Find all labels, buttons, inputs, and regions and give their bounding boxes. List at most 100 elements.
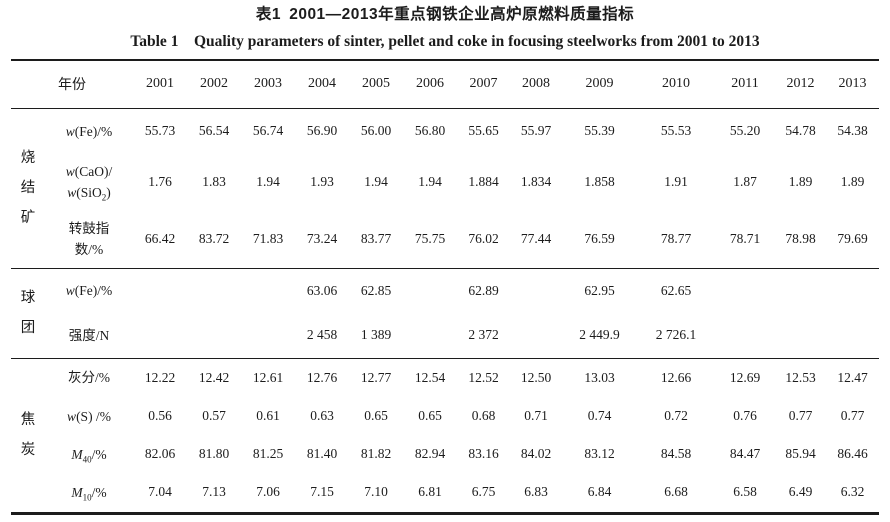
value-cell: 7.10 [364,484,388,500]
value-cell [775,268,826,313]
group-3: 焦炭 灰分/% 12.22 12.42 12.61 12.76 12.77 12.54 12.5… [11,358,879,513]
row-label-segment: M [71,484,83,500]
value-cell [826,268,879,313]
material-group-label: 焦炭 [11,358,45,513]
value-cell: 1.89 [788,174,813,189]
value-cell: 6.75 [471,484,496,500]
group-label-char: 矿 [20,210,36,226]
value-cell: 81.80 [198,446,230,461]
value-cell [510,268,562,313]
group-label-char: 焦 [20,412,36,428]
value-cell: 12.53 [785,369,816,385]
group-label-char: 球 [20,290,36,306]
material-group-label: 球团 [11,268,45,358]
row-label-segment: 10 [82,492,92,503]
row-label: w(Fe)/% [45,268,133,313]
value-cell: 84.58 [660,446,692,461]
value-cell: 1.94 [364,174,388,189]
row-label-segment: M [71,446,83,462]
value-cell: 56.80 [414,123,446,139]
value-cell: 0.68 [471,408,496,423]
value-cell: 85.94 [785,446,816,461]
row-label-segment: w [67,408,77,424]
value-cell: 0.77 [788,408,813,423]
value-cell: 12.52 [468,369,499,385]
group-label-char: 团 [20,320,36,336]
value-cell: 56.00 [360,123,392,139]
year-column-header: 年份 [58,78,86,94]
value-cell: 1.858 [584,174,615,189]
row-label-segment: (Fe)/% [74,123,113,139]
value-cell: 12.66 [660,369,692,385]
table-caption-english: Table 1 Quality parameters of sinter, pe… [130,33,760,50]
row-label: 转鼓指 数/% [45,210,133,268]
value-cell: 55.65 [468,123,499,139]
value-cell [187,268,241,313]
year-header-2003: 2003 [254,76,282,92]
value-cell: 2 458 [306,327,338,343]
row-label-segment: 转鼓指 [68,220,110,236]
value-cell: 0.57 [202,408,226,423]
value-cell: 1.76 [148,174,172,189]
value-cell: 56.90 [306,123,338,139]
value-cell: 12.76 [306,369,338,385]
value-cell: 0.71 [524,408,548,423]
value-cell: 82.06 [144,446,176,461]
row-label-segment: w [65,164,75,179]
value-cell: 76.02 [468,230,499,246]
value-cell [133,313,187,358]
value-cell: 12.22 [144,369,176,385]
value-cell: 78.98 [785,230,816,246]
value-cell: 0.65 [418,408,442,423]
value-cell: 0.61 [256,408,280,423]
row-label-segment: w [67,185,77,200]
value-cell: 1.91 [664,174,688,189]
value-cell: 1.87 [733,174,757,189]
value-cell: 55.97 [520,123,552,139]
value-cell: 12.77 [360,369,392,385]
year-header-2010: 2010 [662,76,690,92]
value-cell: 56.54 [198,123,230,139]
row-label: w(S) /% [45,397,133,435]
table-row: 焦炭 灰分/% 12.22 12.42 12.61 12.76 12.77 12.54 12.5… [11,358,879,458]
value-cell: 77.44 [520,230,552,246]
value-cell: 12.47 [837,369,868,385]
value-cell: 83.16 [468,446,499,461]
value-cell: 55.53 [660,123,692,139]
row-label-segment: /% [91,446,107,462]
value-cell: 6.84 [587,484,612,500]
year-header-2006: 2006 [416,76,444,92]
value-cell: 79.69 [837,230,868,246]
value-cell: 1.884 [468,174,499,189]
value-cell: 12.50 [520,369,552,385]
table-row: 球团 w(Fe)/% 63.06 62.85 62.89 62.95 62.65 [11,268,879,336]
table-header: 年份 2001 2002 2003 2004 2005 2006 2007 2008 2009 20… [11,60,879,108]
value-cell: 0.56 [148,408,172,423]
value-cell: 6.68 [664,484,688,500]
header-row: 年份 2001 2002 2003 2004 2005 2006 2007 2008 2009 20… [11,60,879,108]
value-cell [133,268,187,313]
value-cell [187,313,241,358]
value-cell: 62.89 [468,282,499,298]
year-header-2013: 2013 [838,76,867,92]
year-header-2001: 2001 [146,76,174,92]
row-label-segment: ) [106,185,111,200]
row-label: 强度/N [45,313,133,358]
row-label-segment: 2 [101,192,107,203]
row-label: M40/% [45,435,133,473]
row-label: 灰分/% [45,358,133,397]
value-cell: 13.03 [584,369,615,385]
value-cell: 78.71 [729,230,761,246]
value-cell: 0.76 [733,408,757,423]
value-cell: 62.85 [360,282,392,298]
row-label: M10/% [45,473,133,513]
value-cell: 2 449.9 [579,327,620,343]
value-cell: 6.32 [840,484,865,500]
value-cell: 55.73 [144,123,176,139]
row-label: w(Fe)/% [45,108,133,154]
table-row: M10/% 7.04 7.13 7.06 7.15 7.10 6.81 6.75 6.83 6.8… [11,473,879,513]
value-cell: 86.46 [837,446,868,461]
value-cell: 12.54 [414,369,446,385]
value-cell [403,268,457,313]
row-label-segment: 40 [82,454,92,465]
